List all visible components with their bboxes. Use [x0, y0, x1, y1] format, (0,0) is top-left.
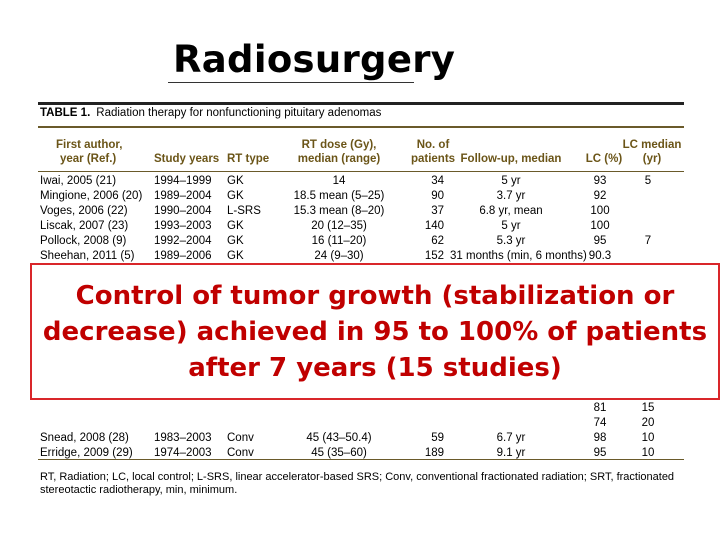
table-caption-text: Radiation therapy for nonfunctioning pit… — [96, 107, 382, 119]
col-header-years: Study years — [154, 153, 220, 165]
table-bottom-rule — [38, 459, 684, 460]
callout-line-1: Control of tumor growth (stabilization o… — [75, 280, 675, 311]
col-header-lc-median: LC median (yr) — [622, 139, 682, 165]
col-header-author: First author, year (Ref.) — [56, 139, 123, 165]
table-caption: TABLE 1. Radiation therapy for nonfunctio… — [40, 107, 381, 119]
col-header-type: RT type — [227, 153, 270, 165]
callout-text: Control of tumor growth (stabilization o… — [32, 278, 718, 386]
column-header-rule — [38, 171, 684, 172]
table-label: TABLE 1. — [40, 107, 91, 119]
title-underline — [168, 82, 414, 83]
col-header-patients: No. of patients — [410, 139, 456, 165]
slide-title: Radiosurgery — [173, 38, 456, 81]
col-header-dose: RT dose (Gy), median (range) — [297, 139, 381, 165]
table-top-rule — [38, 102, 684, 105]
table-panel: TABLE 1. Radiation therapy for nonfunctio… — [38, 98, 684, 496]
col-header-followup: Follow-up, median — [460, 153, 562, 165]
callout-box: Control of tumor growth (stabilization o… — [30, 263, 720, 400]
table-row: Voges, 2006 (22) 1990–2004 L-SRS 15.3 mean … — [40, 205, 610, 217]
table-row: Mingione, 2006 (20) 1989–2004 GK 18.5 mean … — [40, 190, 607, 202]
table-row: Liscak, 2007 (23) 1993–2003 GK 20 (12–35) 14… — [40, 220, 610, 232]
table-row: Sheehan, 2011 (5) 1989–2006 GK 24 (9–30) 152… — [40, 250, 612, 262]
col-header-lc: LC (%) — [585, 153, 623, 165]
table-row: Erridge, 2009 (29) 1974–2003 Conv 45 (35–60… — [40, 447, 655, 459]
header-rule — [38, 126, 684, 128]
table-row-partial: 74 20 — [593, 417, 655, 429]
table-row: Snead, 2008 (28) 1983–2003 Conv 45 (43–50.4… — [40, 432, 655, 444]
callout-line-3: after 7 years (15 studies) — [188, 352, 562, 383]
callout-line-2: decrease) achieved in 95 to 100% of pati… — [42, 316, 708, 347]
table-row-partial: 81 15 — [593, 402, 655, 414]
table-footnote: RT, Radiation; LC, local control; L-SRS,… — [40, 471, 675, 496]
table-row: Iwai, 2005 (21) 1994–1999 GK 14 34 5 yr 93 5 — [40, 175, 652, 187]
table-row: Pollock, 2008 (9) 1992–2004 GK 16 (11–20) 62… — [40, 235, 652, 247]
